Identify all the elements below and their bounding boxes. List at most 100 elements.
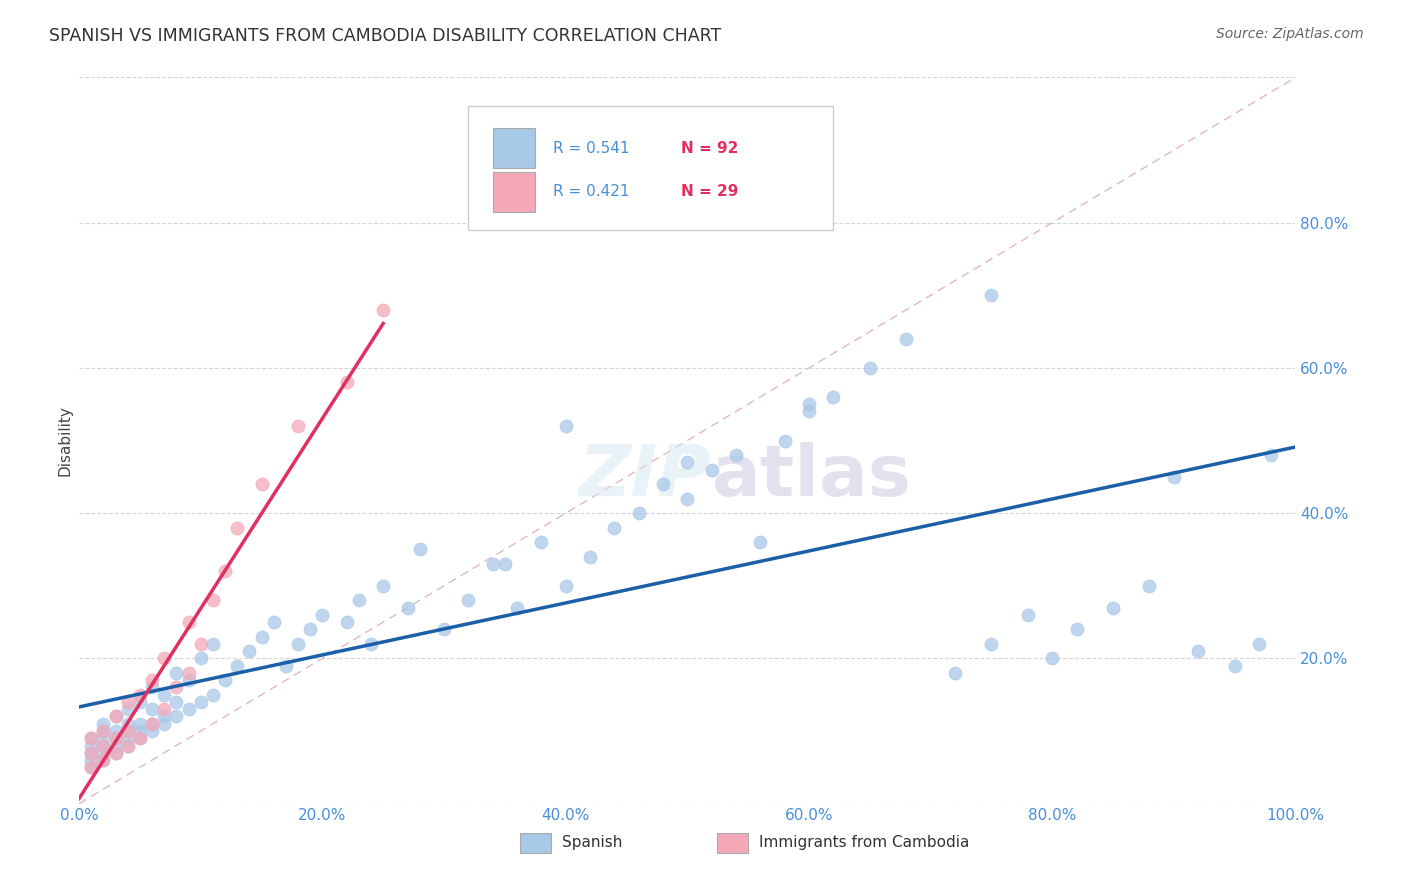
- Point: [165, 709, 187, 723]
- FancyBboxPatch shape: [492, 128, 536, 169]
- Point: [749, 535, 772, 549]
- Point: [859, 360, 882, 375]
- Point: [1187, 644, 1209, 658]
- Text: SPANISH VS IMMIGRANTS FROM CAMBODIA DISABILITY CORRELATION CHART: SPANISH VS IMMIGRANTS FROM CAMBODIA DISA…: [49, 27, 721, 45]
- Point: [287, 637, 309, 651]
- Point: [104, 731, 127, 746]
- Point: [274, 658, 297, 673]
- Point: [117, 724, 139, 739]
- Point: [129, 731, 152, 746]
- Point: [153, 709, 176, 723]
- Point: [554, 419, 576, 434]
- Point: [579, 549, 602, 564]
- Point: [80, 760, 103, 774]
- Point: [93, 753, 115, 767]
- Point: [117, 695, 139, 709]
- Point: [700, 462, 723, 476]
- Point: [93, 724, 115, 739]
- Point: [336, 615, 359, 629]
- Point: [1139, 579, 1161, 593]
- Point: [1102, 600, 1125, 615]
- Point: [165, 665, 187, 680]
- Point: [117, 724, 139, 739]
- Point: [117, 731, 139, 746]
- Point: [263, 615, 285, 629]
- Point: [1247, 637, 1270, 651]
- Point: [129, 688, 152, 702]
- Point: [773, 434, 796, 448]
- Point: [141, 716, 163, 731]
- Point: [165, 695, 187, 709]
- Point: [896, 332, 918, 346]
- Point: [177, 665, 200, 680]
- Point: [396, 600, 419, 615]
- Point: [980, 288, 1002, 302]
- Point: [797, 404, 820, 418]
- Point: [724, 448, 747, 462]
- Point: [104, 746, 127, 760]
- Point: [141, 681, 163, 695]
- Point: [80, 731, 103, 746]
- Y-axis label: Disability: Disability: [58, 405, 72, 476]
- Point: [214, 564, 236, 578]
- Point: [603, 521, 626, 535]
- Point: [153, 716, 176, 731]
- Point: [93, 731, 115, 746]
- Point: [190, 695, 212, 709]
- Point: [104, 724, 127, 739]
- Point: [506, 600, 529, 615]
- Point: [80, 746, 103, 760]
- Point: [214, 673, 236, 688]
- Point: [287, 419, 309, 434]
- Point: [93, 753, 115, 767]
- Text: N = 92: N = 92: [682, 141, 738, 156]
- Point: [530, 535, 553, 549]
- Point: [1223, 658, 1246, 673]
- Point: [93, 739, 115, 753]
- Point: [652, 477, 675, 491]
- Point: [117, 716, 139, 731]
- Point: [980, 637, 1002, 651]
- Point: [1017, 607, 1039, 622]
- Point: [627, 506, 650, 520]
- Point: [177, 673, 200, 688]
- Point: [104, 739, 127, 753]
- Point: [141, 716, 163, 731]
- Point: [129, 695, 152, 709]
- Point: [80, 739, 103, 753]
- Point: [250, 630, 273, 644]
- Point: [141, 702, 163, 716]
- Point: [141, 673, 163, 688]
- Text: R = 0.541: R = 0.541: [554, 141, 630, 156]
- Text: ZIP: ZIP: [579, 442, 711, 511]
- Point: [347, 593, 370, 607]
- Point: [80, 753, 103, 767]
- Point: [153, 702, 176, 716]
- Text: R = 0.421: R = 0.421: [554, 185, 630, 199]
- Point: [153, 651, 176, 665]
- Point: [336, 376, 359, 390]
- Point: [129, 724, 152, 739]
- Point: [80, 731, 103, 746]
- Point: [93, 716, 115, 731]
- Point: [129, 731, 152, 746]
- Point: [117, 739, 139, 753]
- Point: [360, 637, 382, 651]
- Point: [494, 557, 516, 571]
- Point: [226, 521, 249, 535]
- Point: [409, 542, 432, 557]
- Point: [250, 477, 273, 491]
- Point: [117, 739, 139, 753]
- Point: [1260, 448, 1282, 462]
- Point: [1066, 623, 1088, 637]
- Point: [165, 681, 187, 695]
- Point: [201, 637, 224, 651]
- Point: [311, 607, 333, 622]
- Point: [823, 390, 845, 404]
- Point: [129, 716, 152, 731]
- Point: [676, 491, 699, 506]
- Point: [104, 709, 127, 723]
- Text: N = 29: N = 29: [682, 185, 738, 199]
- Point: [457, 593, 479, 607]
- FancyBboxPatch shape: [492, 172, 536, 211]
